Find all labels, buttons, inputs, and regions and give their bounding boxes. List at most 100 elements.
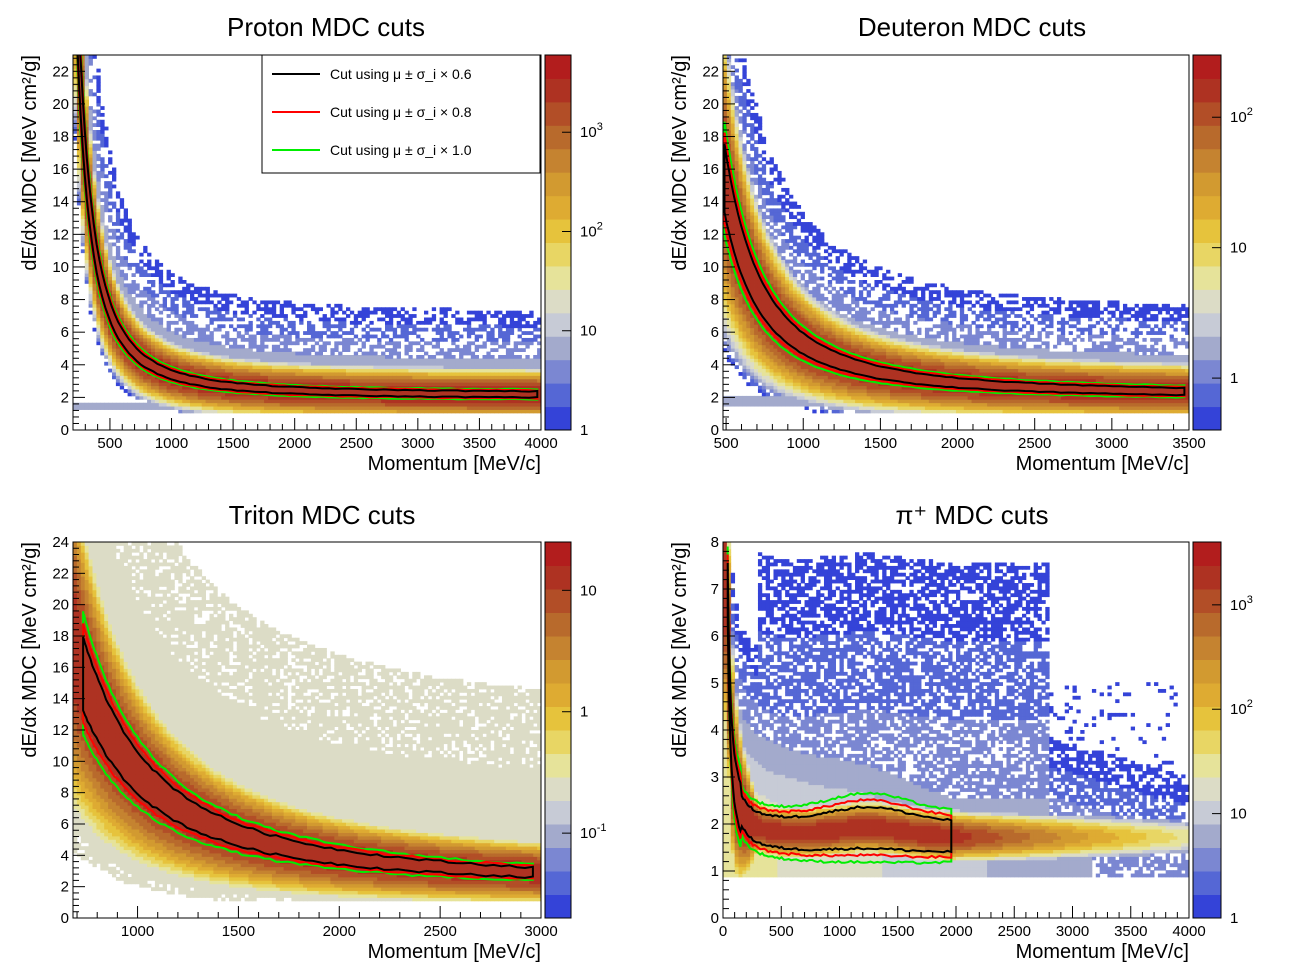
series-cut-0.8 (726, 554, 953, 860)
y-tick-label: 4 (711, 722, 719, 739)
x-axis: 0 500 1000 1500 2000 2500 3000 3500 4000Momentum… (719, 906, 1206, 963)
x-tick-label: 1000 (787, 435, 820, 452)
y-tick-label: 0 (61, 422, 69, 439)
y-tick-label: 2 (61, 389, 69, 406)
series-cut-1.0 (726, 546, 953, 865)
y-tick-label: 8 (711, 534, 719, 551)
color-scale: 10-1 1 10 (544, 541, 606, 919)
x-axis-label: Momentum [MeV/c] (368, 453, 541, 475)
y-tick-label: 20 (52, 597, 69, 614)
y-tick-label: 18 (52, 628, 69, 645)
series-cut-0.6 (723, 143, 1186, 397)
x-tick-label: 3500 (1172, 435, 1205, 452)
x-tick-label: 2000 (278, 435, 311, 452)
y-tick-label: 7 (711, 581, 719, 598)
series-cut-0.8 (82, 623, 534, 880)
y-tick-label: 3 (711, 769, 719, 786)
legend-entry-label: Cut using μ ± σ_i × 1.0 (330, 142, 472, 158)
x-axis-label: Momentum [MeV/c] (368, 941, 541, 963)
plot-frame (722, 54, 1190, 431)
x-tick-label: 3000 (1056, 923, 1089, 940)
cut-curves (82, 611, 534, 882)
panel-pion: 0 500 1000 1500 2000 2500 3000 3500 4000Momentum… (669, 500, 1253, 963)
cut-curves (75, 55, 539, 401)
y-tick-label: 16 (52, 659, 69, 676)
z-tick-label: 103 (580, 121, 603, 141)
x-tick-label: 4000 (524, 435, 557, 452)
legend-entry-label: Cut using μ ± σ_i × 0.6 (330, 66, 472, 82)
z-tick-label: 1 (580, 704, 588, 721)
y-tick-label: 4 (711, 357, 719, 374)
x-tick-label: 2500 (1018, 435, 1051, 452)
z-tick-label: 10 (580, 582, 597, 599)
x-tick-label: 2500 (340, 435, 373, 452)
series-cut-0.6 (82, 636, 534, 879)
y-tick-label: 6 (711, 324, 719, 341)
y-tick-label: 20 (702, 96, 719, 113)
x-tick-label: 500 (97, 435, 122, 452)
y-tick-label: 6 (61, 816, 69, 833)
cut-curves (723, 121, 1186, 399)
z-tick-label: 102 (1230, 698, 1253, 718)
x-tick-label: 2000 (323, 923, 356, 940)
heatmap-cells (73, 542, 541, 902)
legend: Cut using μ ± σ_i × 0.6 Cut using μ ± σ_i… (261, 54, 541, 174)
x-tick-label: 3500 (463, 435, 496, 452)
y-tick-label: 24 (52, 534, 69, 551)
y-axis: 0 2 4 6 8 10 12 14 16 18 20 22 dE/dx MDC [MeV cm²/g] (669, 55, 735, 439)
y-tick-label: 12 (52, 722, 69, 739)
z-tick-label: 1 (1230, 370, 1238, 387)
z-tick-label: 1 (580, 422, 588, 439)
x-tick-label: 1000 (823, 923, 856, 940)
x-tick-label: 3000 (401, 435, 434, 452)
y-tick-label: 14 (52, 194, 69, 211)
x-tick-label: 3500 (1114, 923, 1147, 940)
y-tick-label: 1 (711, 863, 719, 880)
y-axis-label: dE/dx MDC [MeV cm²/g] (669, 542, 691, 758)
y-tick-label: 12 (702, 226, 719, 243)
series-cut-0.8 (723, 132, 1186, 398)
y-tick-label: 2 (711, 389, 719, 406)
y-tick-label: 0 (711, 422, 719, 439)
y-tick-label: 8 (61, 292, 69, 309)
x-tick-label: 1500 (222, 923, 255, 940)
y-tick-label: 10 (52, 259, 69, 276)
y-tick-label: 22 (52, 63, 69, 80)
x-tick-label: 1500 (881, 923, 914, 940)
z-tick-label: 10 (1230, 806, 1247, 823)
z-tick-label: 10 (580, 323, 597, 340)
series-cut-0.8 (76, 55, 539, 400)
x-axis: 500 1000 1500 2000 2500 3000 3500 4000Momentum … (72, 418, 558, 475)
x-axis-label: Momentum [MeV/c] (1016, 941, 1189, 963)
x-axis-label: Momentum [MeV/c] (1016, 453, 1189, 475)
y-axis-label: dE/dx MDC [MeV cm²/g] (19, 542, 41, 758)
y-axis-label: dE/dx MDC [MeV cm²/g] (19, 55, 41, 271)
legend-entry-label: Cut using μ ± σ_i × 0.8 (330, 104, 472, 120)
y-tick-label: 0 (61, 910, 69, 927)
x-tick-label: 1500 (864, 435, 897, 452)
heatmap-cells (723, 55, 1189, 414)
z-tick-label: 1 (1230, 910, 1238, 927)
x-tick-label: 1000 (121, 923, 154, 940)
y-tick-label: 6 (61, 324, 69, 341)
x-tick-label: 3000 (1095, 435, 1128, 452)
color-scale: 1 10 102 (1192, 54, 1253, 431)
z-tick-label: 10-1 (580, 822, 606, 842)
y-tick-label: 10 (702, 259, 719, 276)
y-tick-label: 4 (61, 357, 69, 374)
panel-proton: 500 1000 1500 2000 2500 3000 3500 4000Momentum … (19, 12, 603, 475)
y-tick-label: 16 (702, 161, 719, 178)
y-axis: 0 1 2 3 4 5 6 7 8 dE/dx MDC [MeV cm²/g] (669, 534, 735, 927)
z-tick-label: 102 (1230, 106, 1253, 126)
x-tick-label: 500 (769, 923, 794, 940)
y-tick-label: 2 (711, 816, 719, 833)
y-tick-label: 8 (711, 292, 719, 309)
x-tick-label: 4000 (1172, 923, 1205, 940)
x-tick-label: 2000 (941, 435, 974, 452)
